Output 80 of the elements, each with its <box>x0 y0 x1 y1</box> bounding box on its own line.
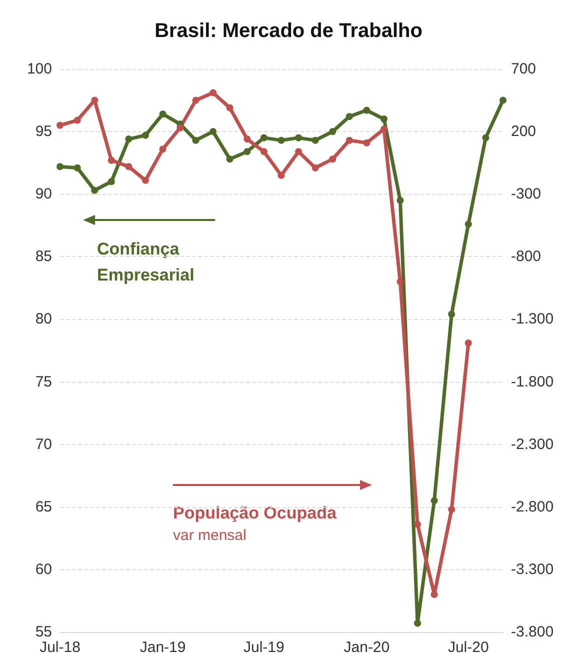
point <box>108 156 115 164</box>
point <box>396 278 404 286</box>
point <box>56 163 64 170</box>
y-tick-label: 85 <box>35 248 52 266</box>
y-tick-label: 90 <box>35 186 52 203</box>
y-tick-label: 80 <box>35 310 52 328</box>
point <box>346 113 353 120</box>
point <box>125 136 132 143</box>
point <box>464 220 472 228</box>
y2-tick-label: -3.300 <box>511 560 554 578</box>
y2-tick-label: 700 <box>511 60 536 78</box>
point <box>210 89 217 96</box>
point <box>278 172 285 179</box>
point <box>482 134 490 142</box>
point <box>125 163 132 170</box>
point <box>363 139 370 146</box>
y-tick-label: 100 <box>26 60 52 78</box>
point <box>380 126 388 133</box>
text: População Ocupada <box>173 504 337 522</box>
point <box>226 104 234 112</box>
point <box>142 132 149 139</box>
point <box>142 176 149 184</box>
point <box>346 136 353 144</box>
x-tick-label: Jan-20 <box>344 639 390 656</box>
y2-tick-label: -300 <box>511 186 542 203</box>
point <box>295 148 302 156</box>
point <box>329 156 336 163</box>
point <box>91 186 98 194</box>
point <box>244 148 251 156</box>
point <box>464 339 472 346</box>
point <box>244 136 251 143</box>
point <box>192 136 200 144</box>
point <box>176 124 184 132</box>
point <box>312 164 319 172</box>
y-tick-label: 95 <box>35 123 52 140</box>
x-tick-label: Jul-20 <box>448 639 489 656</box>
point <box>226 156 234 163</box>
x-tick-label: Jan-19 <box>140 639 186 656</box>
point <box>278 136 285 144</box>
point <box>159 146 166 153</box>
point <box>500 96 506 104</box>
y2-tick-label: -2.300 <box>511 436 554 453</box>
point <box>192 96 200 104</box>
y-tick-label: 65 <box>35 498 52 516</box>
point <box>430 497 438 504</box>
point <box>312 136 319 144</box>
point <box>329 128 336 136</box>
chart-title: Brasil: Mercado de Trabalho <box>154 20 422 42</box>
point <box>430 590 438 598</box>
point <box>396 196 404 204</box>
point <box>210 128 217 136</box>
point <box>448 506 456 513</box>
y-tick-label: 70 <box>35 436 52 453</box>
y2-tick-label: -800 <box>511 248 542 266</box>
point <box>448 310 456 318</box>
y2-tick-label: -2.800 <box>511 498 554 516</box>
point <box>414 520 422 528</box>
annotation: var mensal <box>173 527 246 544</box>
point <box>74 116 81 124</box>
point <box>260 148 268 156</box>
y-tick-label: 55 <box>35 624 52 640</box>
point <box>159 110 166 118</box>
x-tick-label: Jul-18 <box>40 639 80 656</box>
point <box>414 620 422 627</box>
point <box>363 106 370 114</box>
point <box>108 178 115 186</box>
legend-label: Confiança Empresarial <box>97 240 194 284</box>
x-tick-label: Jul-19 <box>243 639 284 656</box>
y2-tick-label: 200 <box>511 123 536 140</box>
point <box>74 164 81 172</box>
y2-tick-label: -1.300 <box>511 310 554 328</box>
y2-tick-label: -1.800 <box>511 373 554 390</box>
y2-tick-label: -3.800 <box>511 624 554 640</box>
point <box>295 134 302 142</box>
point <box>380 116 388 123</box>
point <box>91 96 98 104</box>
point <box>260 134 268 142</box>
y-tick-label: 60 <box>35 560 52 578</box>
y-tick-label: 75 <box>35 373 52 390</box>
point <box>56 122 64 129</box>
